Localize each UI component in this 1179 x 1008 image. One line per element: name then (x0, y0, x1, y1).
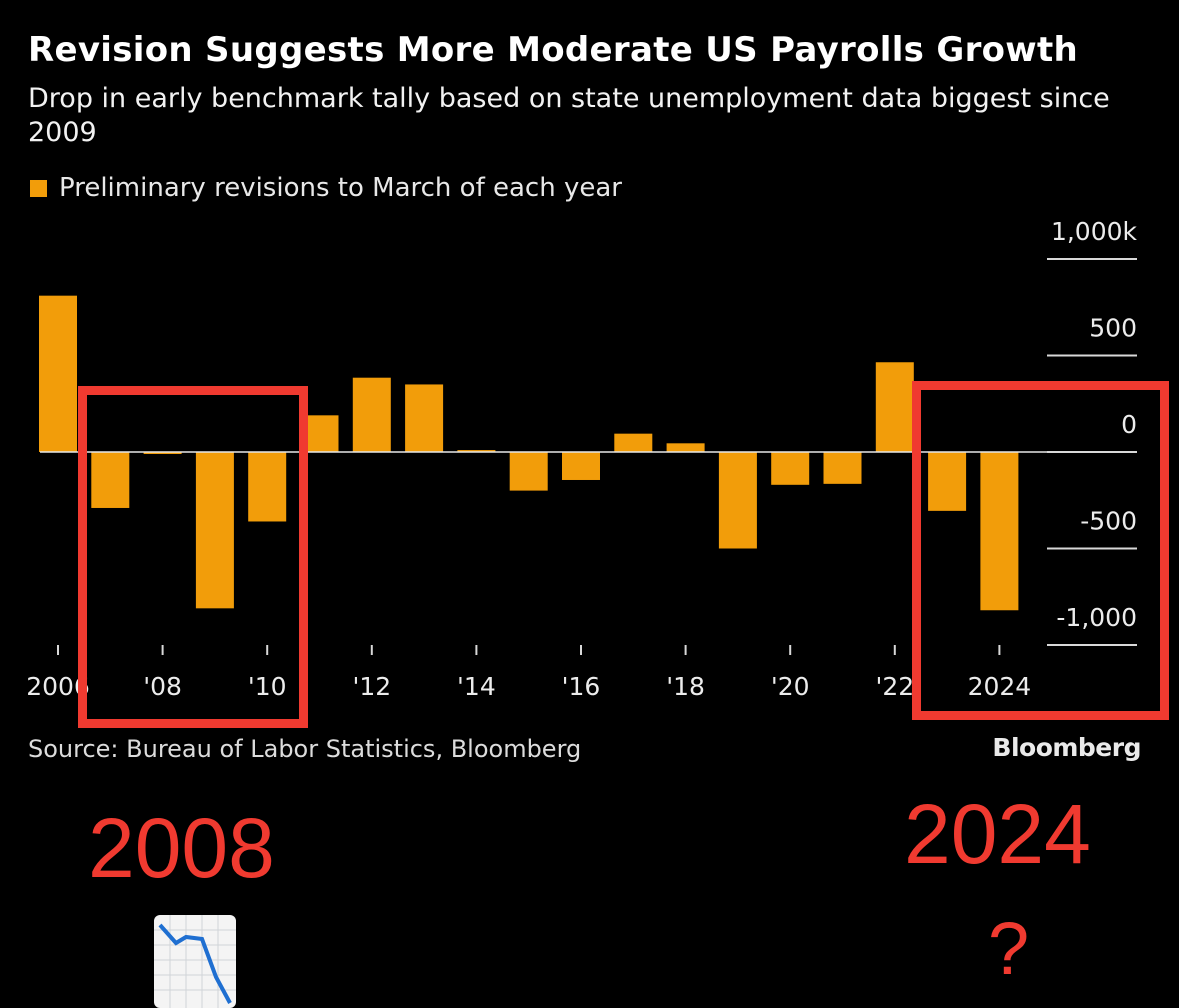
annotation-question-mark: ? (988, 907, 1030, 990)
x-tick-label: '10 (248, 672, 287, 701)
x-tick-label: '22 (875, 672, 914, 701)
x-tick-label: 2024 (968, 672, 1032, 701)
highlight-box-2008 (78, 386, 308, 728)
x-tick-label: '12 (352, 672, 391, 701)
bar-2024 (980, 452, 1019, 611)
source-note: Source: Bureau of Labor Statistics, Bloo… (28, 735, 582, 763)
chart-decreasing-icon (154, 915, 236, 1008)
bar-2021 (823, 452, 862, 484)
highlight-box-2024 (912, 381, 1169, 720)
y-tick-label: -1,000 (1056, 603, 1137, 632)
x-tick-label: '16 (562, 672, 601, 701)
bar-2007 (91, 452, 130, 508)
bar-2017 (614, 433, 653, 452)
bar-2008 (143, 452, 182, 454)
x-tick-label: '08 (143, 672, 182, 701)
bar-2018 (666, 443, 705, 452)
bar-2010 (248, 452, 287, 522)
bar-2016 (562, 452, 600, 480)
bar-2023 (928, 452, 967, 511)
bloomberg-logo: Bloomberg (992, 733, 1141, 762)
legend: Preliminary revisions to March of each y… (30, 173, 622, 203)
x-tick-label: '14 (457, 672, 496, 701)
legend-swatch (30, 179, 47, 197)
x-tick-label: '18 (666, 672, 705, 701)
y-tick-label: 1,000k (1051, 217, 1138, 246)
chart-title: Revision Suggests More Moderate US Payro… (28, 30, 1079, 70)
y-tick-label: 0 (1121, 410, 1137, 439)
bar-2022 (875, 362, 914, 452)
annotation-2008: 2008 (88, 801, 275, 895)
legend-label: Preliminary revisions to March of each y… (59, 173, 622, 203)
chart-subtitle: Drop in early benchmark tally based on s… (28, 83, 1110, 148)
bar-2009 (195, 452, 234, 609)
x-tick-label: '20 (771, 672, 810, 701)
bar-2020 (771, 452, 810, 485)
bar-2006 (39, 295, 77, 452)
y-tick-label: -500 (1080, 507, 1137, 536)
bar-2015 (509, 452, 548, 491)
y-tick-label: 500 (1089, 314, 1137, 343)
bar-2012 (352, 377, 391, 452)
bar-2019 (718, 452, 757, 549)
bar-2014 (457, 450, 496, 453)
annotation-2024: 2024 (904, 787, 1091, 881)
bar-2013 (405, 384, 444, 452)
